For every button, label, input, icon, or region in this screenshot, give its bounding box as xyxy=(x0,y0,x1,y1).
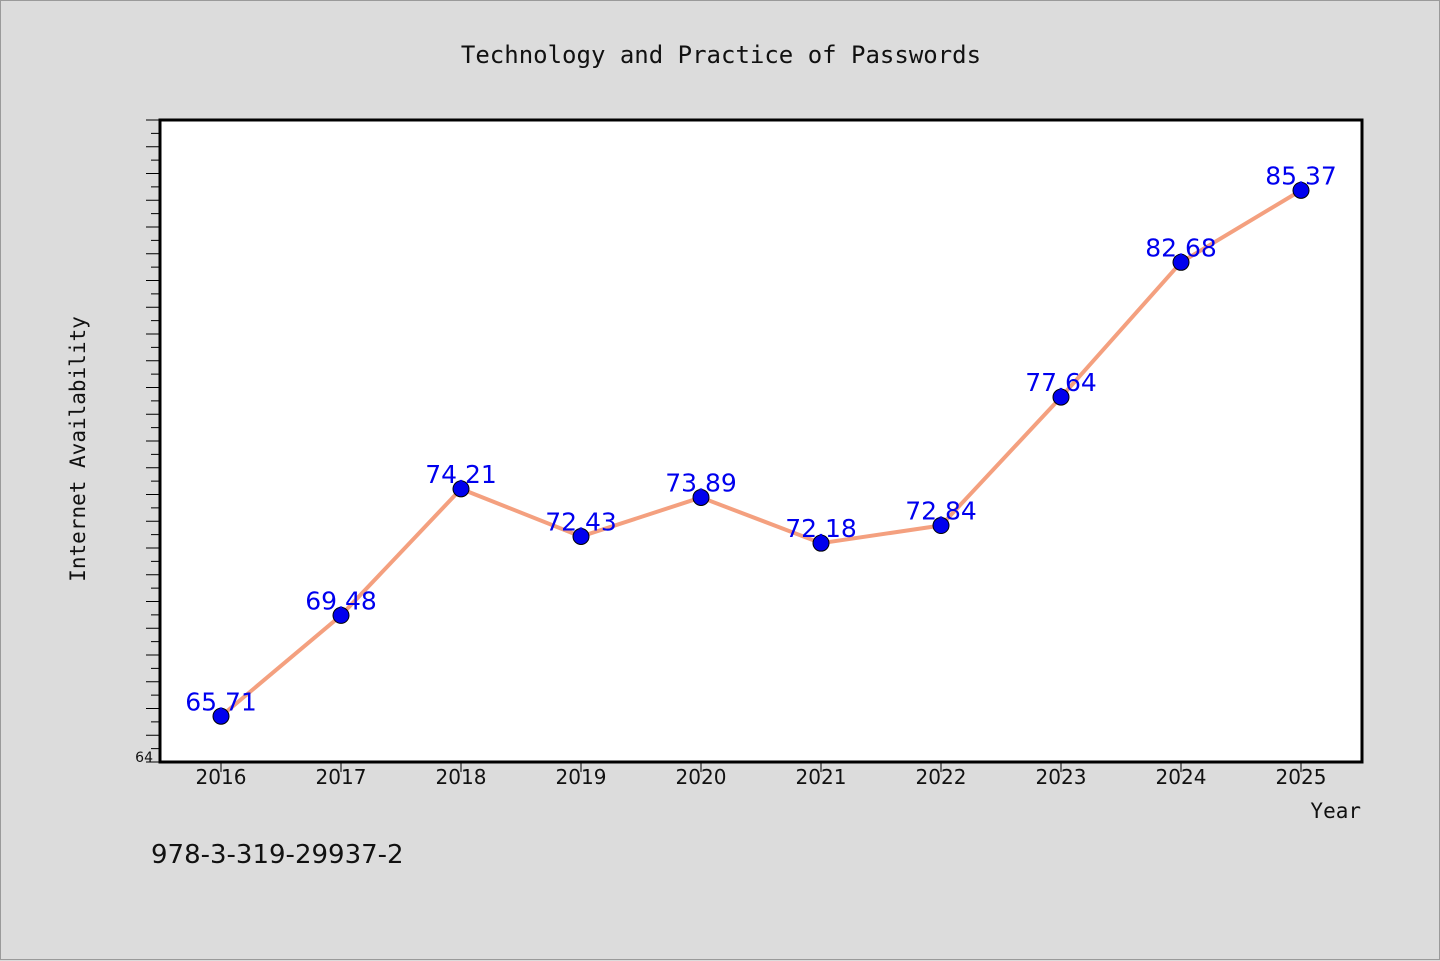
x-tick-label: 2020 xyxy=(676,765,727,789)
x-tick-label: 2019 xyxy=(556,765,607,789)
x-tick-label: 2023 xyxy=(1036,765,1087,789)
data-point xyxy=(332,606,350,624)
x-tick-label: 2024 xyxy=(1156,765,1207,789)
y-axis-label: Internet Availability xyxy=(66,316,90,582)
x-tick-label: 2017 xyxy=(316,765,367,789)
series-line xyxy=(219,188,1303,718)
data-label: 73.89 xyxy=(665,468,737,497)
isbn-footer: 978-3-319-29937-2 xyxy=(151,840,404,870)
data-label: 82.68 xyxy=(1145,233,1217,262)
data-point xyxy=(572,527,590,545)
data-point xyxy=(1292,181,1310,199)
data-point xyxy=(932,517,950,535)
x-axis-ticks xyxy=(220,762,1302,772)
data-label: 72.84 xyxy=(905,497,977,526)
data-label: 74.21 xyxy=(425,460,497,489)
x-axis-tick-labels: 2016 2017 2018 2019 2020 2021 2022 2023 2024 2025 xyxy=(196,765,1327,789)
x-tick-label: 2022 xyxy=(916,765,967,789)
data-point xyxy=(1172,253,1190,271)
x-tick-label: 2016 xyxy=(196,765,247,789)
data-label: 77.64 xyxy=(1025,368,1097,397)
data-label: 85.37 xyxy=(1265,161,1337,190)
series-markers xyxy=(212,181,1310,725)
plot-area xyxy=(158,118,1364,764)
data-point xyxy=(212,707,230,725)
data-point xyxy=(812,534,830,552)
chart-title: Technology and Practice of Passwords xyxy=(461,41,981,69)
data-labels: 65.71 69.48 74.21 72.43 73.89 72.18 72.84 77.64… xyxy=(185,161,1337,716)
data-label: 65.71 xyxy=(185,687,257,716)
x-tick-label: 2021 xyxy=(796,765,847,789)
x-tick-label: 2018 xyxy=(436,765,487,789)
data-label: 69.48 xyxy=(305,586,377,615)
data-point xyxy=(692,488,710,506)
y-axis-ticks xyxy=(146,119,160,763)
x-axis-label: Year xyxy=(1310,799,1361,823)
data-label: 72.18 xyxy=(785,514,857,543)
x-tick-label: 2025 xyxy=(1276,765,1327,789)
y-axis-tick-labels: 64 xyxy=(135,750,153,766)
data-point xyxy=(452,480,470,498)
data-point xyxy=(1052,388,1070,406)
y-tick-label: 64 xyxy=(135,750,153,766)
data-label: 72.43 xyxy=(545,507,617,536)
